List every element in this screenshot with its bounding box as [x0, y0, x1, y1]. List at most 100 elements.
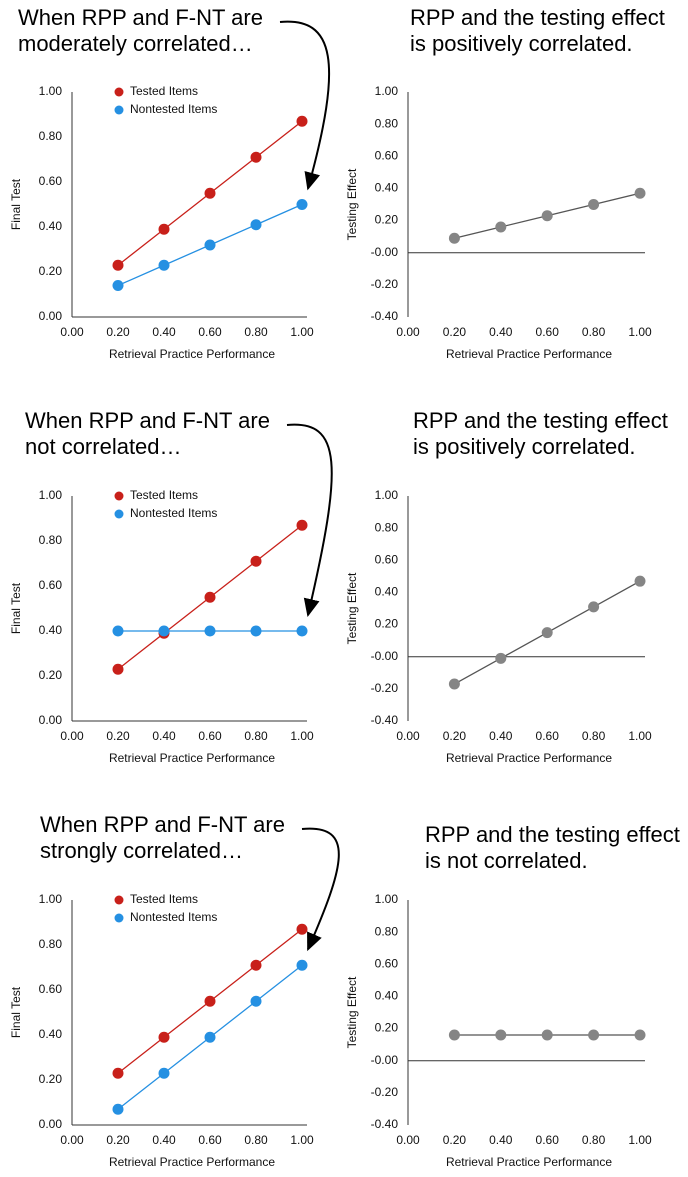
x-tick-label: 0.00 — [396, 325, 420, 339]
data-point — [448, 232, 460, 244]
data-point — [296, 519, 308, 531]
y-axis-label: Final Test — [9, 986, 23, 1038]
data-point — [250, 555, 262, 567]
y-tick-label: -0.40 — [371, 713, 399, 727]
x-axis-label: Retrieval Practice Performance — [446, 347, 612, 361]
y-tick-label: 0.40 — [375, 181, 399, 195]
data-point — [250, 219, 262, 231]
arrow — [279, 20, 331, 191]
x-tick-label: 0.00 — [60, 729, 84, 743]
x-tick-label: 1.00 — [290, 325, 314, 339]
y-tick-label: 0.80 — [375, 116, 399, 130]
y-tick-label: 0.80 — [39, 533, 63, 547]
legend-marker — [114, 105, 124, 115]
y-tick-label: -0.00 — [371, 1053, 399, 1067]
legend-label: Tested Items — [130, 892, 198, 906]
panel-title: When RPP and F-NT are not correlated… — [25, 408, 270, 459]
data-point — [158, 223, 170, 235]
legend-marker — [114, 913, 124, 923]
data-point — [634, 187, 646, 199]
data-point — [495, 652, 507, 664]
data-point — [250, 625, 262, 637]
legend-marker — [114, 491, 124, 501]
panel-title: RPP and the testing effect is not correl… — [425, 822, 680, 873]
data-point — [541, 627, 553, 639]
panel-title: When RPP and F-NT are strongly correlate… — [40, 812, 285, 863]
legend-label: Tested Items — [130, 488, 198, 502]
x-tick-label: 0.00 — [396, 1133, 420, 1147]
x-tick-label: 0.20 — [443, 325, 467, 339]
y-tick-label: 0.80 — [39, 937, 63, 951]
data-point — [204, 1031, 216, 1043]
y-tick-label: 0.60 — [39, 982, 63, 996]
data-point — [296, 959, 308, 971]
x-tick-label: 0.40 — [152, 729, 176, 743]
legend-label: Nontested Items — [130, 102, 217, 116]
data-point — [495, 1029, 507, 1041]
y-tick-label: 0.60 — [375, 956, 399, 970]
data-point — [541, 210, 553, 222]
x-tick-label: 0.20 — [443, 1133, 467, 1147]
legend-marker — [114, 509, 124, 519]
y-axis-label: Testing Effect — [345, 168, 359, 240]
y-tick-label: 1.00 — [375, 488, 399, 502]
legend-label: Tested Items — [130, 84, 198, 98]
x-tick-label: 0.60 — [536, 1133, 560, 1147]
y-tick-label: 0.40 — [39, 623, 63, 637]
x-tick-label: 0.40 — [489, 1133, 513, 1147]
x-tick-label: 0.80 — [244, 1133, 268, 1147]
data-point — [112, 1067, 124, 1079]
y-tick-label: -0.40 — [371, 1117, 399, 1131]
data-point — [204, 239, 216, 251]
legend-label: Nontested Items — [130, 506, 217, 520]
arrow — [286, 423, 333, 617]
data-point — [158, 1067, 170, 1079]
data-point — [204, 591, 216, 603]
data-point — [112, 663, 124, 675]
y-tick-label: 0.20 — [375, 213, 399, 227]
y-tick-label: 1.00 — [375, 84, 399, 98]
x-tick-label: 0.60 — [536, 729, 560, 743]
data-point — [296, 115, 308, 127]
x-tick-label: 0.60 — [198, 729, 222, 743]
y-tick-label: -0.00 — [371, 245, 399, 259]
x-tick-label: 1.00 — [628, 325, 652, 339]
x-tick-label: 1.00 — [628, 729, 652, 743]
x-tick-label: 0.40 — [152, 325, 176, 339]
y-tick-label: 0.00 — [39, 309, 63, 323]
x-axis-label: Retrieval Practice Performance — [446, 751, 612, 765]
data-point — [250, 151, 262, 163]
data-point — [204, 995, 216, 1007]
data-point — [296, 199, 308, 210]
y-tick-label: 0.80 — [375, 520, 399, 534]
x-axis-label: Retrieval Practice Performance — [109, 1155, 275, 1169]
y-tick-label: 0.00 — [39, 713, 63, 727]
x-tick-label: 0.00 — [396, 729, 420, 743]
legend-marker — [114, 87, 124, 97]
x-tick-label: 0.40 — [489, 729, 513, 743]
y-tick-label: 0.40 — [39, 219, 63, 233]
legend-marker — [114, 895, 124, 905]
data-point — [112, 259, 124, 271]
x-tick-label: 0.60 — [198, 325, 222, 339]
y-tick-label: 1.00 — [39, 892, 63, 906]
data-point — [634, 1029, 646, 1041]
x-tick-label: 0.60 — [536, 325, 560, 339]
y-tick-label: 0.80 — [375, 924, 399, 938]
y-tick-label: -0.20 — [371, 277, 399, 291]
y-tick-label: 0.80 — [39, 129, 63, 143]
data-point — [588, 1029, 600, 1041]
x-tick-label: 0.40 — [489, 325, 513, 339]
x-tick-label: 0.80 — [582, 325, 606, 339]
data-point — [250, 959, 262, 971]
y-tick-label: 0.60 — [375, 148, 399, 162]
data-point — [588, 601, 600, 613]
data-point — [158, 625, 170, 637]
x-tick-label: 1.00 — [628, 1133, 652, 1147]
data-point — [204, 187, 216, 199]
arrow — [301, 827, 340, 952]
y-axis-label: Final Test — [9, 178, 23, 230]
y-tick-label: 0.40 — [375, 585, 399, 599]
x-tick-label: 0.00 — [60, 1133, 84, 1147]
